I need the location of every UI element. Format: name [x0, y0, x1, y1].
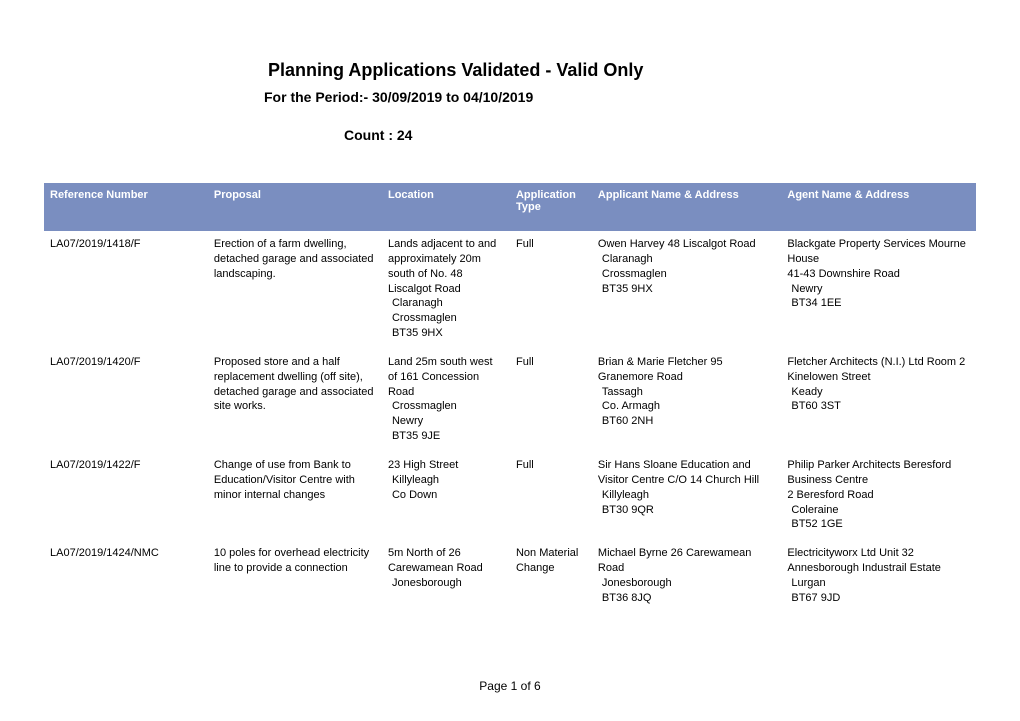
report-title: Planning Applications Validated - Valid … [268, 60, 976, 81]
cell-agent: Blackgate Property Services Mourne House… [781, 231, 976, 349]
cell-type: Full [510, 231, 592, 349]
cell-applicant: Michael Byrne 26 Carewamean RoadJonesbor… [592, 540, 781, 613]
col-proposal: Proposal [208, 183, 382, 231]
cell-reference: LA07/2019/1418/F [44, 231, 208, 349]
cell-reference: LA07/2019/1422/F [44, 452, 208, 540]
cell-agent: Electricityworx Ltd Unit 32 Annesborough… [781, 540, 976, 613]
report-period: For the Period:- 30/09/2019 to 04/10/201… [264, 89, 976, 105]
cell-proposal: 10 poles for overhead electricity line t… [208, 540, 382, 613]
cell-applicant: Sir Hans Sloane Education and Visitor Ce… [592, 452, 781, 540]
table-row: LA07/2019/1422/F Change of use from Bank… [44, 452, 976, 540]
cell-location: 23 High StreetKillyleaghCo Down [382, 452, 510, 540]
cell-applicant: Brian & Marie Fletcher 95 Granemore Road… [592, 349, 781, 452]
cell-type: Full [510, 349, 592, 452]
col-agent: Agent Name & Address [781, 183, 976, 231]
table-row: LA07/2019/1420/F Proposed store and a ha… [44, 349, 976, 452]
cell-proposal: Proposed store and a half replacement dw… [208, 349, 382, 452]
applications-table: Reference Number Proposal Location Appli… [44, 183, 976, 614]
table-row: LA07/2019/1424/NMC 10 poles for overhead… [44, 540, 976, 613]
cell-reference: LA07/2019/1420/F [44, 349, 208, 452]
cell-type: Full [510, 452, 592, 540]
cell-proposal: Erection of a farm dwelling, detached ga… [208, 231, 382, 349]
col-application-type: Application Type [510, 183, 592, 231]
cell-location: 5m North of 26 Carewamean RoadJonesborou… [382, 540, 510, 613]
cell-applicant: Owen Harvey 48 Liscalgot RoadClaranaghCr… [592, 231, 781, 349]
col-applicant: Applicant Name & Address [592, 183, 781, 231]
cell-reference: LA07/2019/1424/NMC [44, 540, 208, 613]
cell-type: Non Material Change [510, 540, 592, 613]
cell-agent: Philip Parker Architects Beresford Busin… [781, 452, 976, 540]
cell-location: Land 25m south west of 161 Concession Ro… [382, 349, 510, 452]
cell-proposal: Change of use from Bank to Education/Vis… [208, 452, 382, 540]
col-reference: Reference Number [44, 183, 208, 231]
col-location: Location [382, 183, 510, 231]
table-header-row: Reference Number Proposal Location Appli… [44, 183, 976, 231]
page-footer: Page 1 of 6 [0, 679, 1020, 693]
table-row: LA07/2019/1418/F Erection of a farm dwel… [44, 231, 976, 349]
report-count: Count : 24 [344, 127, 976, 143]
cell-agent: Fletcher Architects (N.I.) Ltd Room 2Kin… [781, 349, 976, 452]
cell-location: Lands adjacent to and approximately 20m … [382, 231, 510, 349]
page-container: Planning Applications Validated - Valid … [0, 0, 1020, 721]
